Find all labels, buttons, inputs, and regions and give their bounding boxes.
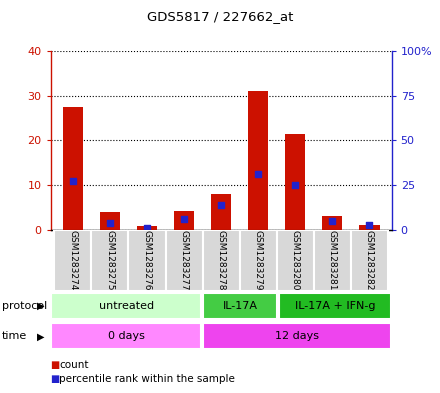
Bar [248,91,268,230]
Point [255,171,262,177]
Point [329,218,336,224]
Text: untreated: untreated [99,301,154,311]
FancyBboxPatch shape [202,230,240,291]
Point [106,220,114,226]
FancyBboxPatch shape [277,230,314,291]
Text: GSM1283281: GSM1283281 [328,230,337,290]
Text: GSM1283277: GSM1283277 [180,230,188,290]
Point [143,224,150,231]
Text: GSM1283276: GSM1283276 [143,230,151,290]
Text: ■: ■ [51,360,60,370]
Bar [174,211,194,230]
Text: protocol: protocol [2,301,48,311]
FancyBboxPatch shape [92,230,128,291]
FancyBboxPatch shape [51,323,202,349]
FancyBboxPatch shape [54,230,92,291]
Bar [100,212,120,230]
Bar [359,224,380,230]
FancyBboxPatch shape [203,293,277,319]
Bar [285,134,305,230]
FancyBboxPatch shape [279,293,391,319]
Point [218,202,225,208]
FancyBboxPatch shape [351,230,388,291]
FancyBboxPatch shape [51,293,202,319]
Text: ▶: ▶ [37,301,45,311]
Text: GSM1283274: GSM1283274 [68,230,77,290]
Bar [137,226,157,230]
FancyBboxPatch shape [240,230,277,291]
Text: IL-17A: IL-17A [223,301,257,311]
Text: IL-17A + IFN-g: IL-17A + IFN-g [294,301,375,311]
Text: count: count [59,360,89,370]
FancyBboxPatch shape [128,230,165,291]
Text: 0 days: 0 days [108,331,145,342]
Text: GSM1283280: GSM1283280 [291,230,300,290]
Text: ■: ■ [51,374,60,384]
FancyBboxPatch shape [314,230,351,291]
Point [180,216,187,222]
FancyBboxPatch shape [165,230,202,291]
Text: GDS5817 / 227662_at: GDS5817 / 227662_at [147,10,293,23]
Text: ▶: ▶ [37,331,45,342]
Text: GSM1283282: GSM1283282 [365,230,374,290]
Point [292,182,299,188]
Text: percentile rank within the sample: percentile rank within the sample [59,374,235,384]
Bar [62,107,83,230]
Text: GSM1283275: GSM1283275 [106,230,114,290]
Text: GSM1283279: GSM1283279 [254,230,263,290]
Point [366,222,373,229]
Text: time: time [2,331,27,342]
Point [70,178,77,184]
Text: GSM1283278: GSM1283278 [216,230,226,290]
Bar [211,194,231,230]
Bar [322,217,342,230]
FancyBboxPatch shape [203,323,391,349]
Text: 12 days: 12 days [275,331,319,342]
